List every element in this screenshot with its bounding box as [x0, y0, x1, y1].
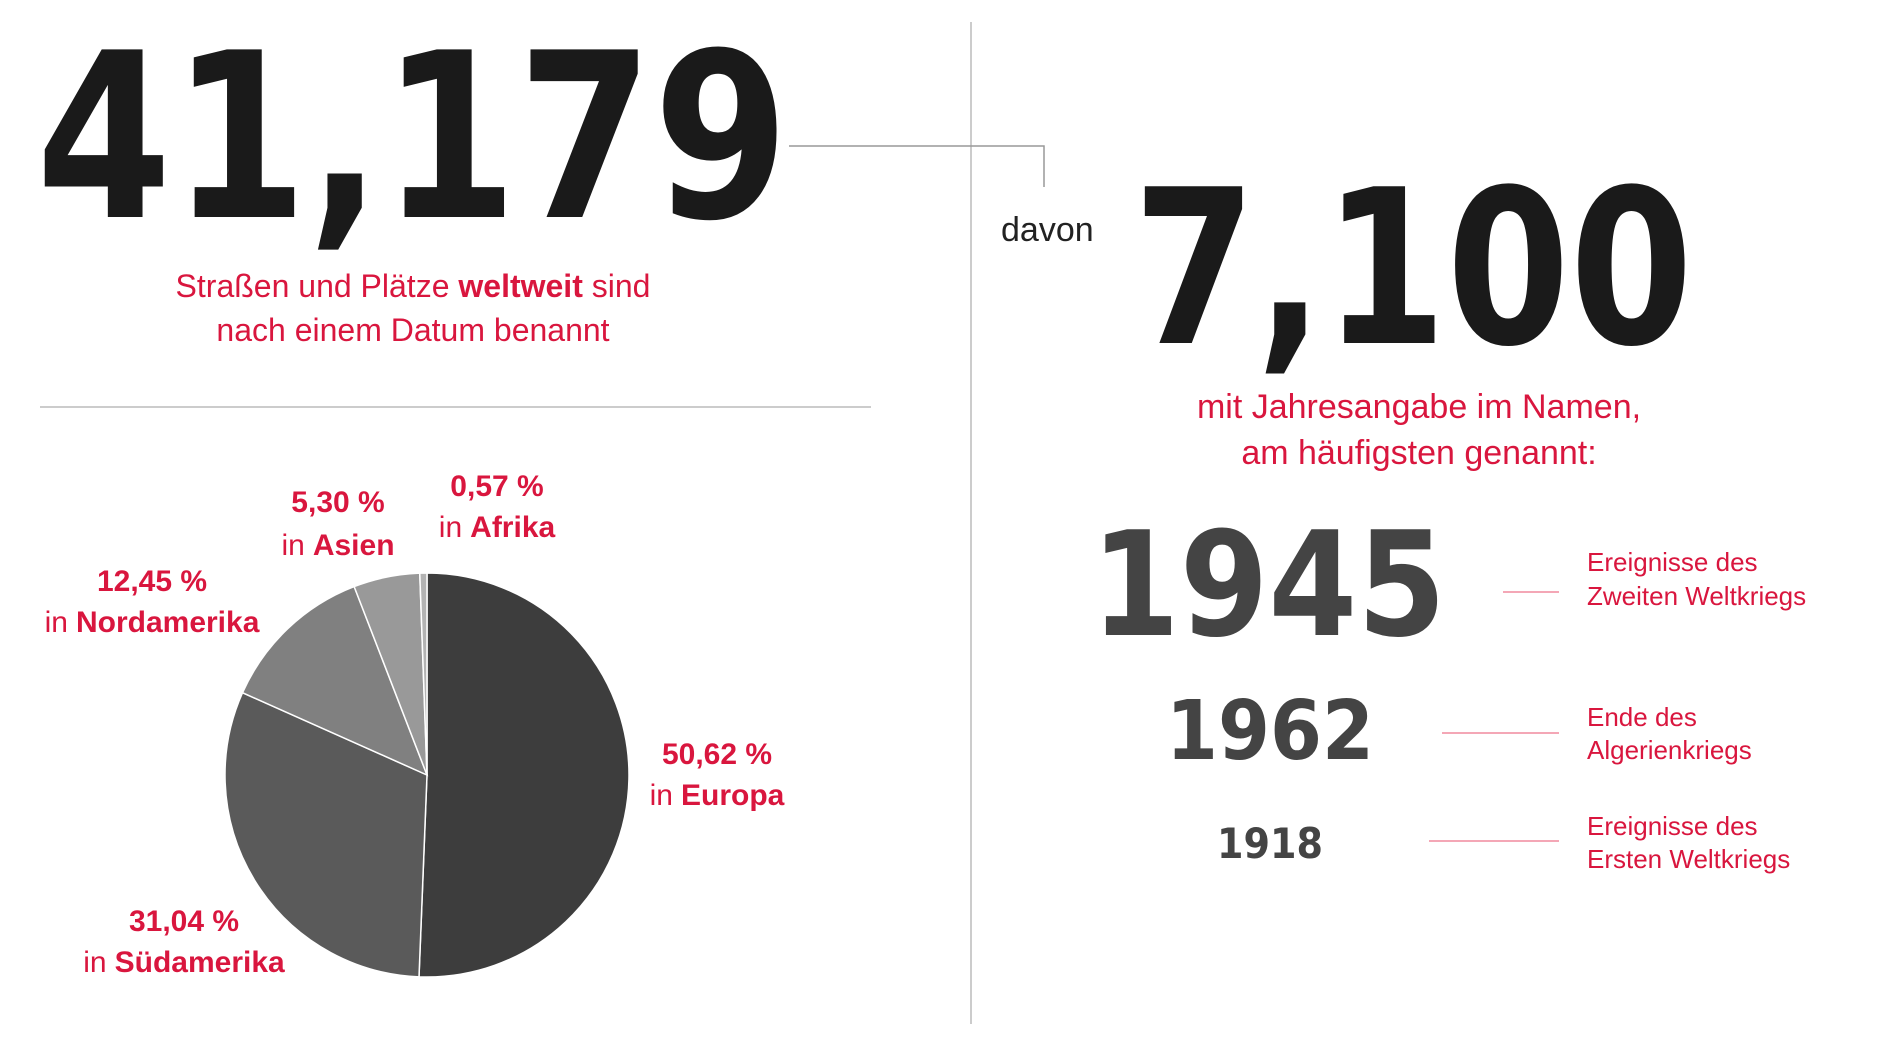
value-label: 0,57 %: [450, 470, 543, 503]
category-prefix: in: [650, 779, 673, 812]
category-prefix: in: [281, 529, 304, 562]
subset-prefix: davon: [1001, 211, 1094, 249]
caption-part: sind: [583, 268, 651, 304]
year-event: Ereignisse des: [1587, 547, 1758, 577]
category-prefix: in: [439, 511, 462, 544]
year-event: Ende des: [1587, 702, 1697, 732]
category-prefix: in: [83, 946, 106, 979]
subset-number: 7,100: [1133, 143, 1693, 394]
year: 1945: [1091, 501, 1446, 670]
total-caption: nach einem Datum benannt: [216, 312, 609, 348]
category-label: in Nordamerika: [45, 606, 260, 639]
value-label: 5,30 %: [291, 486, 384, 519]
category-label: in Europa: [650, 779, 785, 812]
connector: [789, 145, 1045, 187]
year-event: Zweiten Weltkriegs: [1587, 581, 1806, 611]
category-name: Afrika: [470, 511, 555, 544]
pie-slice: [418, 572, 630, 978]
category-name: Südamerika: [115, 946, 285, 979]
category-prefix: in: [45, 606, 68, 639]
value-label: 12,45 %: [97, 565, 207, 598]
category-name: Europa: [681, 779, 785, 812]
pie-slice: [241, 585, 429, 777]
total-caption: Straßen und Plätze weltweit sind: [176, 268, 651, 304]
pie-slice: [224, 691, 428, 978]
value-label: 31,04 %: [129, 905, 239, 938]
year: 1918: [1217, 819, 1323, 868]
year-event: Ersten Weltkriegs: [1587, 844, 1790, 874]
category-label: in Südamerika: [83, 946, 285, 979]
subset-caption: am häufigsten genannt:: [1241, 434, 1596, 472]
subset-caption: mit Jahresangabe im Namen,: [1197, 388, 1641, 426]
pie-slice: [418, 572, 428, 776]
category-name: Asien: [313, 529, 395, 562]
value-label: 50,62 %: [662, 738, 772, 771]
category-label: in Afrika: [439, 511, 556, 544]
year-event: Algerienkriegs: [1587, 735, 1752, 765]
caption-emphasis: weltweit: [457, 268, 583, 304]
category-name: Nordamerika: [76, 606, 260, 639]
caption-part: Straßen und Plätze: [176, 268, 459, 304]
total-number: 41,179: [36, 5, 789, 272]
category-label: in Asien: [281, 529, 394, 562]
year: 1962: [1166, 684, 1374, 779]
year-event: Ereignisse des: [1587, 811, 1758, 841]
